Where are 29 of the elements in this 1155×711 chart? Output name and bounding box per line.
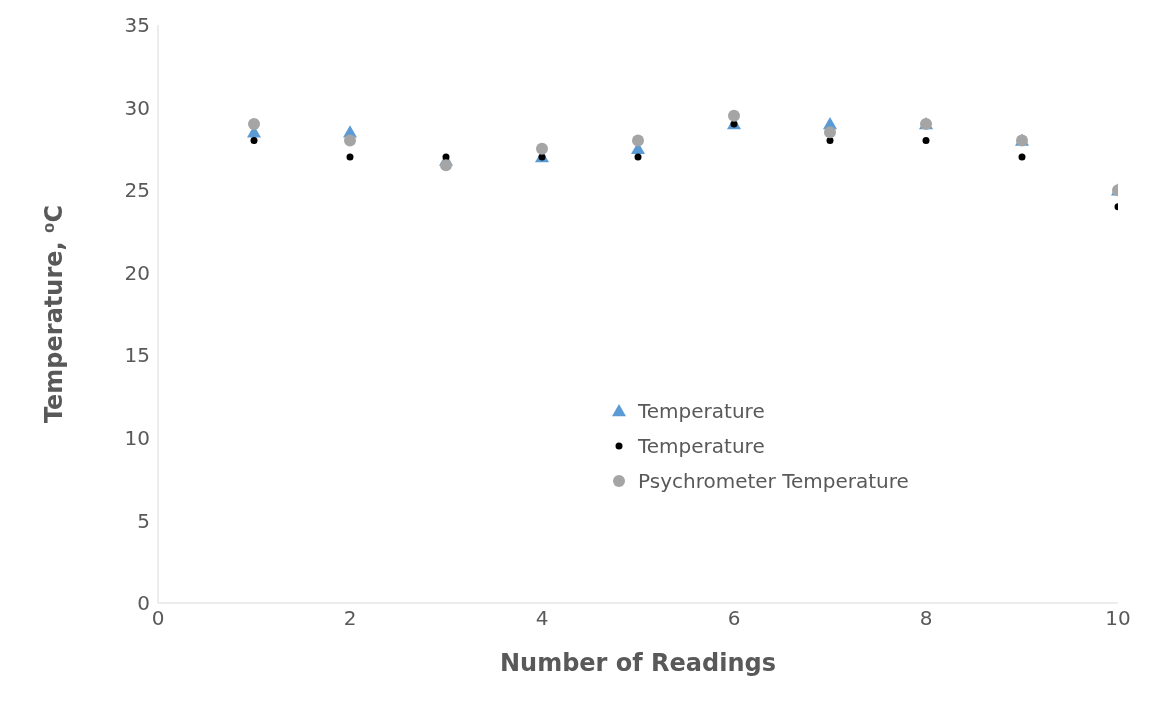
- y-tick-label: 30: [124, 95, 150, 120]
- y-tick-label: 25: [124, 178, 150, 203]
- point: [634, 153, 642, 161]
- x-tick-label: 4: [535, 606, 549, 631]
- y-tick-label: 5: [137, 508, 150, 533]
- x-tick-label: 10: [1105, 606, 1131, 631]
- y-axis-title: Temperature, ⁰C: [39, 204, 68, 424]
- point: [922, 137, 930, 145]
- x-tick-label: 2: [343, 606, 357, 631]
- legend-label: Temperature: [638, 433, 765, 458]
- point: [248, 118, 260, 131]
- y-tick-label: 35: [124, 13, 150, 38]
- x-axis-title: Number of Readings: [499, 649, 777, 677]
- point: [632, 134, 644, 147]
- point: [440, 159, 452, 172]
- x-tick-label: 8: [919, 606, 933, 631]
- x-tick-label: 6: [727, 606, 741, 631]
- point: [344, 134, 356, 147]
- point: [346, 153, 354, 161]
- point: [824, 126, 836, 139]
- point: [1018, 153, 1026, 161]
- legend-label: Psychrometer Temperature: [638, 468, 909, 493]
- point: [728, 109, 740, 122]
- y-tick-label: 15: [124, 343, 150, 368]
- point: [250, 137, 258, 145]
- y-tick-label: 10: [124, 425, 150, 450]
- point: [536, 142, 548, 155]
- y-tick-label: 20: [124, 260, 150, 285]
- legend-label: Temperature: [638, 398, 765, 423]
